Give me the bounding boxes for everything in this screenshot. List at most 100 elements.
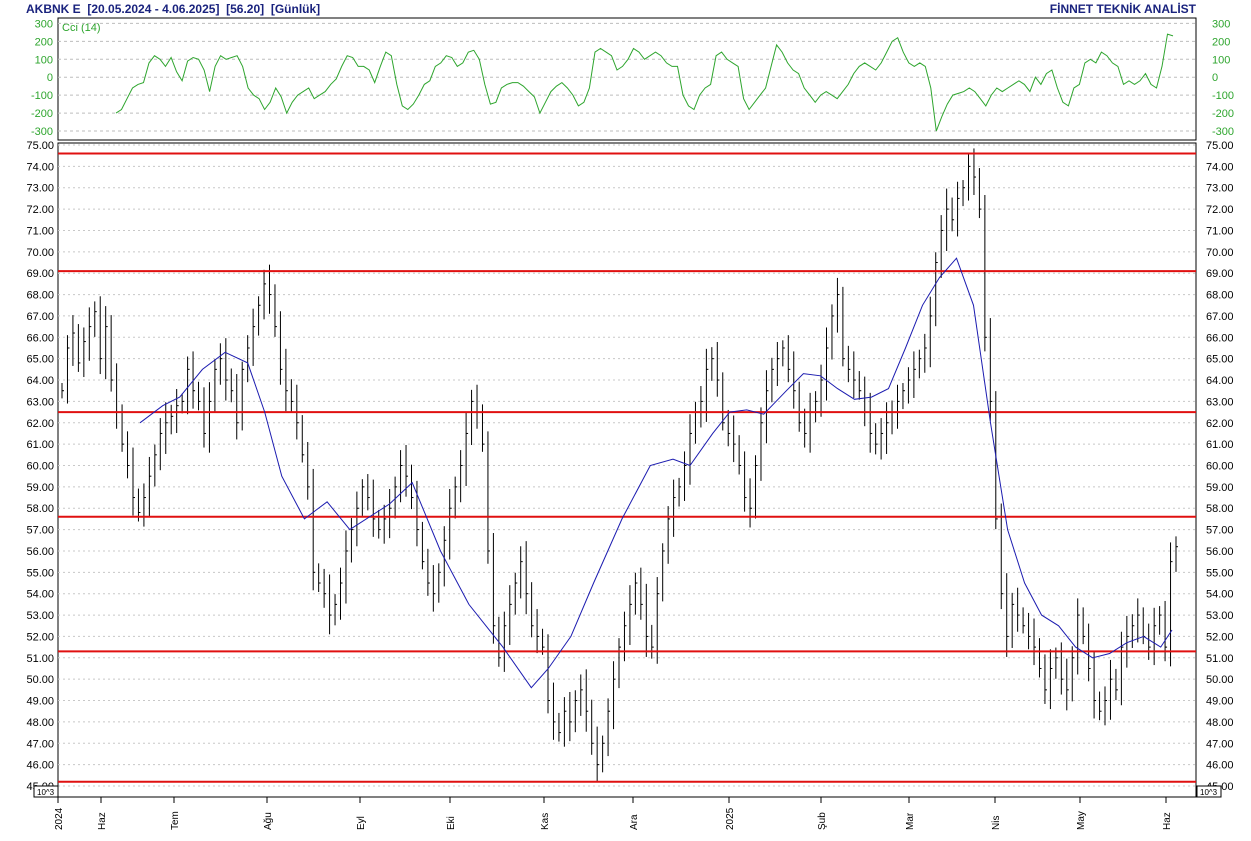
price-tick-label: 60.00: [26, 461, 54, 473]
support-resistance-lines: [58, 152, 1196, 783]
cci-tick-label: -200: [1212, 108, 1234, 120]
cci-panel-frame: [57, 17, 1197, 141]
price-tick-label: 58.00: [26, 503, 54, 515]
brand-label: FİNNET TEKNİK ANALİST: [1049, 2, 1196, 16]
price-tick-label: 55.00: [26, 567, 54, 579]
cci-y-axis-left: 300 200 100 0 -100 -200 -300: [31, 18, 53, 138]
price-tick-label: 47.00: [26, 738, 54, 750]
price-tick-label: 74.00: [1206, 161, 1234, 173]
price-tick-label: 51.00: [1206, 653, 1234, 665]
price-gridlines: [58, 144, 1196, 787]
price-tick-label: 63.00: [1206, 396, 1234, 408]
cci-tick-label: -300: [1212, 126, 1234, 138]
cci-tick-label: 100: [35, 54, 53, 66]
scale-label: 10^3: [1200, 788, 1218, 797]
cci-series-line: [115, 33, 1174, 132]
x-axis: 2024 Haz Tem Ağu Eyl Eki Kas Ara 2025 Şub Mar Nis Ma…: [54, 797, 1173, 830]
period: [Günlük]: [270, 2, 321, 16]
price-tick-label: 61.00: [26, 439, 54, 451]
price-tick-label: 52.00: [26, 631, 54, 643]
price-tick-label: 56.00: [1206, 546, 1234, 558]
price-tick-label: 57.00: [26, 525, 54, 537]
cci-tick-label: -300: [31, 126, 53, 138]
price-tick-label: 55.00: [1206, 567, 1234, 579]
price-tick-label: 62.00: [26, 418, 54, 430]
price-tick-label: 72.00: [26, 204, 54, 216]
price-tick-label: 57.00: [1206, 525, 1234, 537]
x-tick-label: May: [1076, 811, 1087, 830]
price-tick-label: 54.00: [26, 589, 54, 601]
price-tick-label: 73.00: [26, 183, 54, 195]
price-tick-label: 70.00: [26, 247, 54, 259]
cci-indicator-label: Cci (14): [62, 22, 101, 34]
cci-tick-label: 0: [47, 72, 53, 84]
cci-y-axis-right: 300 200 100 0 -100 -200 -300: [1212, 18, 1234, 138]
price-tick-label: 62.00: [1206, 418, 1234, 430]
price-tick-label: 65.00: [1206, 354, 1234, 366]
cci-tick-label: 200: [1212, 36, 1230, 48]
price-tick-label: 71.00: [1206, 225, 1234, 237]
cci-tick-label: 100: [1212, 54, 1230, 66]
x-tick-label: Nis: [991, 816, 1002, 830]
x-tick-label: Kas: [540, 813, 551, 830]
price-tick-label: 51.00: [26, 653, 54, 665]
price-tick-label: 70.00: [1206, 247, 1234, 259]
price-tick-label: 71.00: [26, 225, 54, 237]
cci-tick-label: -200: [31, 108, 53, 120]
price-tick-label: 48.00: [26, 717, 54, 729]
price-tick-label: 48.00: [1206, 717, 1234, 729]
price-tick-label: 46.00: [26, 760, 54, 772]
cci-gridlines: [58, 22, 1196, 132]
x-tick-label: Ara: [629, 814, 640, 830]
last-price: [56.20]: [226, 2, 265, 16]
cci-tick-label: 200: [35, 36, 53, 48]
scale-label: 10^3: [37, 788, 55, 797]
price-tick-label: 74.00: [26, 161, 54, 173]
price-tick-label: 66.00: [26, 332, 54, 344]
price-tick-label: 47.00: [1206, 738, 1234, 750]
price-tick-label: 59.00: [1206, 482, 1234, 494]
x-tick-label: Eki: [446, 816, 457, 830]
cci-tick-label: 300: [35, 18, 53, 30]
x-tick-label: Haz: [97, 812, 108, 830]
price-tick-label: 49.00: [1206, 696, 1234, 708]
scale-box: [33, 785, 59, 798]
price-tick-label: 75.00: [1206, 140, 1234, 152]
price-tick-label: 73.00: [1206, 183, 1234, 195]
x-tick-label: Eyl: [356, 816, 367, 830]
price-tick-label: 64.00: [26, 375, 54, 387]
price-y-axis-left: 75.00 74.00 73.00 72.00 71.00 70.00 69.00 68.00…: [26, 140, 54, 793]
price-tick-label: 54.00: [1206, 589, 1234, 601]
moving-average-line: [139, 257, 1173, 689]
cci-tick-label: 0: [1212, 72, 1218, 84]
price-tick-label: 56.00: [26, 546, 54, 558]
price-tick-label: 60.00: [1206, 461, 1234, 473]
x-tick-label: Şub: [817, 812, 828, 830]
cci-tick-label: -100: [31, 90, 53, 102]
price-tick-label: 68.00: [1206, 290, 1234, 302]
x-tick-label: Ağu: [263, 812, 274, 830]
price-tick-label: 58.00: [1206, 503, 1234, 515]
date-range: [20.05.2024 - 4.06.2025]: [87, 2, 220, 16]
price-tick-label: 66.00: [1206, 332, 1234, 344]
price-tick-label: 52.00: [1206, 631, 1234, 643]
price-tick-label: 61.00: [1206, 439, 1234, 451]
x-tick-label: Haz: [1162, 812, 1173, 830]
price-tick-label: 63.00: [26, 396, 54, 408]
price-tick-label: 50.00: [26, 674, 54, 686]
x-tick-label: 2025: [725, 807, 736, 830]
price-panel-frame: [57, 142, 1197, 798]
price-tick-label: 65.00: [26, 354, 54, 366]
x-tick-label: Tem: [170, 811, 181, 830]
price-tick-label: 53.00: [26, 610, 54, 622]
price-tick-label: 53.00: [1206, 610, 1234, 622]
price-tick-label: 49.00: [26, 696, 54, 708]
price-tick-label: 67.00: [26, 311, 54, 323]
scale-boxes: 10^3 10^3: [33, 785, 1222, 798]
chart-header-title: AKBNK E [20.05.2024 - 4.06.2025] [56.20]…: [26, 2, 320, 16]
price-tick-label: 64.00: [1206, 375, 1234, 387]
price-tick-label: 50.00: [1206, 674, 1234, 686]
x-tick-label: 2024: [54, 807, 65, 830]
price-y-axis-right: 75.00 74.00 73.00 72.00 71.00 70.00 69.00 68.00…: [1206, 140, 1234, 793]
